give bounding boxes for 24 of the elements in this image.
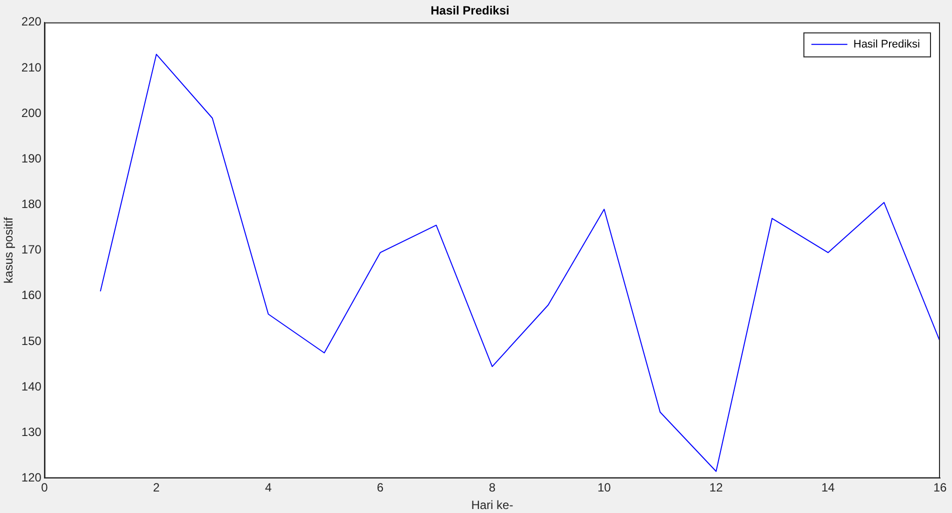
y-tick-label: 190: [21, 151, 42, 166]
y-axis-title: kasus positif: [2, 216, 16, 284]
x-tick-label: 14: [821, 480, 836, 495]
y-tick-label: 170: [21, 242, 42, 257]
x-tick-label: 4: [264, 480, 272, 495]
x-tick-label: 2: [153, 480, 160, 495]
x-tick-label: 16: [933, 480, 947, 495]
chart-title: Hasil Prediksi: [430, 4, 510, 18]
y-tick-label: 210: [21, 60, 42, 74]
legend-label: Hasil Prediksi: [853, 38, 920, 50]
y-tick-label: 140: [21, 379, 42, 394]
x-axis-title: Hari ke-: [471, 498, 514, 512]
y-tick-label: 130: [21, 424, 42, 439]
y-tick-label: 120: [21, 470, 42, 485]
x-tick-label: 0: [41, 480, 48, 495]
y-tick-label: 150: [21, 334, 42, 348]
y-tick-label: 180: [21, 197, 42, 212]
y-tick-label: 220: [21, 14, 42, 29]
x-tick-label: 6: [376, 480, 384, 495]
x-tick-label: 10: [597, 480, 612, 495]
x-tick-label: 12: [709, 480, 724, 495]
y-tick-label: 160: [21, 288, 42, 302]
x-tick-label: 8: [488, 480, 496, 495]
y-tick-label: 200: [21, 106, 42, 120]
